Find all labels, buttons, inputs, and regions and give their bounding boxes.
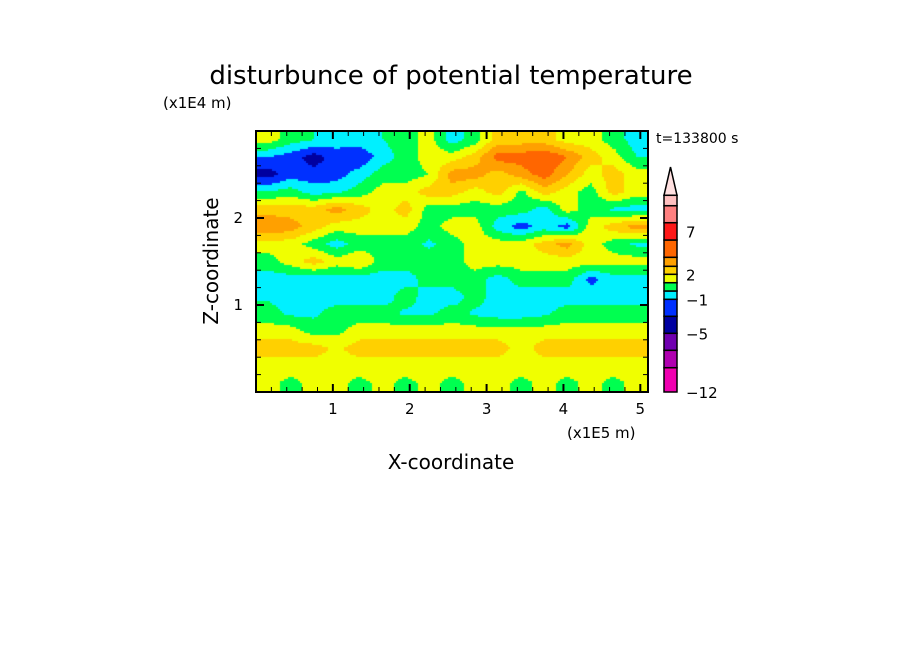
colorbar-extend-triangle <box>663 166 678 197</box>
colorbar: 7 2 −1 −5 −12 <box>663 166 718 402</box>
x-axis-label: X-coordinate <box>388 450 515 474</box>
y-tick-label: 2 <box>233 209 243 227</box>
colorbar-box <box>663 366 678 393</box>
colorbar-label: −12 <box>686 384 718 402</box>
colorbar-box <box>663 315 678 335</box>
time-annotation: t=133800 s <box>656 131 738 147</box>
colorbar-box <box>663 204 678 224</box>
x-tick-label: 2 <box>405 400 415 418</box>
contour-field <box>256 131 648 392</box>
colorbar-box <box>663 221 678 241</box>
x-tick-label: 1 <box>328 400 338 418</box>
colorbar-box <box>663 256 678 268</box>
plot-frame <box>255 130 649 393</box>
colorbar-label: −5 <box>686 325 708 343</box>
x-unit-label: (x1E5 m) <box>567 424 636 442</box>
x-tick-label: 3 <box>482 400 492 418</box>
y-tick-label: 1 <box>233 296 243 314</box>
colorbar-box <box>663 265 678 276</box>
colorbar-label: 7 <box>686 224 696 242</box>
colorbar-box <box>663 298 678 318</box>
colorbar-label: 2 <box>686 266 696 284</box>
colorbar-box <box>663 332 678 352</box>
axes: 1 2 3 4 5 1 2 <box>233 131 648 418</box>
y-unit-label: (x1E4 m) <box>163 94 232 112</box>
colorbar-box <box>663 349 678 369</box>
colorbar-box <box>663 273 678 284</box>
colorbar-box <box>663 239 678 259</box>
y-axis-label: Z-coordinate <box>199 197 223 324</box>
colorbar-box <box>663 194 678 207</box>
colorbar-box <box>663 290 678 301</box>
x-tick-label: 4 <box>559 400 569 418</box>
colorbar-label: −1 <box>686 291 708 309</box>
colorbar-box <box>663 281 678 292</box>
chart-title: disturbunce of potential temperature <box>209 61 692 91</box>
x-tick-label: 5 <box>636 400 646 418</box>
